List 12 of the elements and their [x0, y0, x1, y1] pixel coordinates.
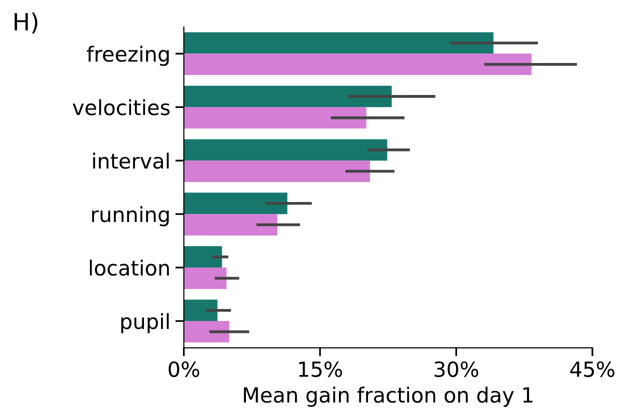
- y-tick-label: interval: [93, 152, 169, 169]
- y-tick-label: location: [90, 260, 169, 276]
- x-tick-label: 15%: [299, 361, 342, 378]
- y-tick-label: pupil: [121, 313, 169, 334]
- x-tick-label: 45%: [570, 361, 614, 378]
- x-tick-label: 0%: [168, 361, 200, 378]
- x-tick-label: 30%: [434, 361, 478, 378]
- y-tick-label: freezing: [86, 46, 169, 66]
- y-tick-label: running: [92, 206, 169, 226]
- text: H): [14, 12, 38, 34]
- y-tick-label: velocities: [72, 99, 170, 116]
- x-axis-title: Mean gain fraction on day 1: [244, 386, 532, 407]
